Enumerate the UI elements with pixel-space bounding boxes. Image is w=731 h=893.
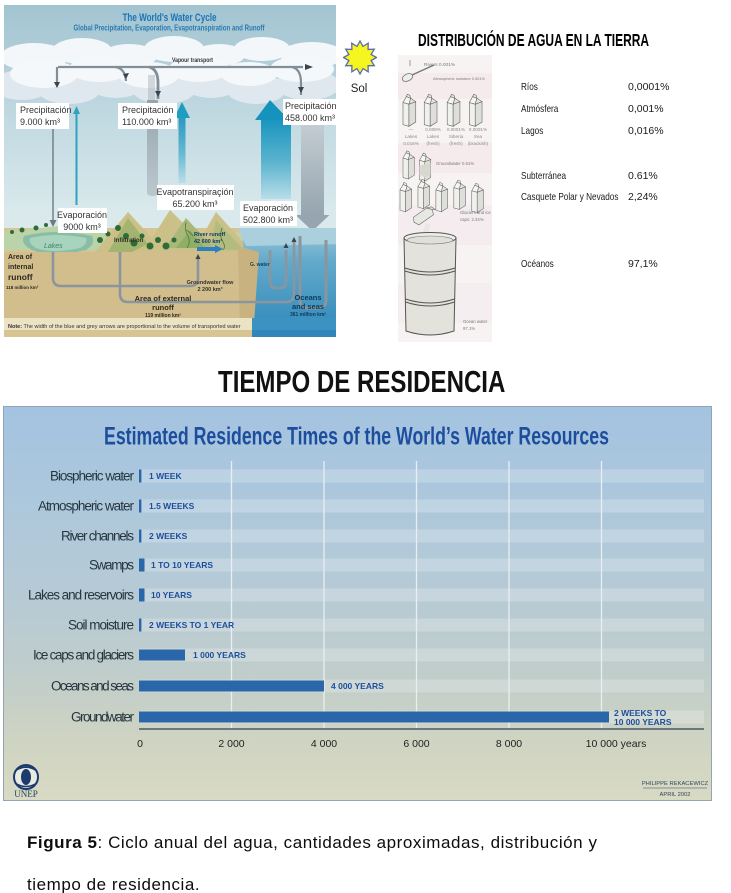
svg-text:42 600 km³: 42 600 km³ <box>194 238 222 245</box>
svg-text:Precipitación: Precipitación <box>285 101 336 111</box>
svg-text:Lakes: Lakes <box>44 243 63 250</box>
svg-text:Global Precipitation, Evaporat: Global Precipitation, Evaporation, Evapo… <box>74 23 265 33</box>
svg-text:—: — <box>409 127 414 132</box>
svg-text:APRIL 2002: APRIL 2002 <box>659 792 690 798</box>
svg-text:Sea: Sea <box>474 134 483 139</box>
svg-text:2 200 km³: 2 200 km³ <box>197 286 222 293</box>
svg-text:10 000 YEARS: 10 000 YEARS <box>614 717 672 727</box>
svg-text:PHILIPPE REKACEWICZ: PHILIPPE REKACEWICZ <box>642 781 709 787</box>
svg-text:Ice caps and glaciers: Ice caps and glaciers <box>33 648 134 663</box>
svg-text:6 000: 6 000 <box>403 738 429 750</box>
svg-text:Soil moisture: Soil moisture <box>68 618 134 633</box>
svg-text:0.009%: 0.009% <box>425 127 441 132</box>
svg-text:10 YEARS: 10 YEARS <box>151 590 192 600</box>
svg-text:Swamps: Swamps <box>89 558 134 573</box>
svg-text:1 TO 10 YEARS: 1 TO 10 YEARS <box>151 560 213 570</box>
svg-text:1 WEEK: 1 WEEK <box>149 471 182 481</box>
svg-text:runoff: runoff <box>152 303 174 312</box>
svg-text:Rivers 0.001%: Rivers 0.001% <box>424 62 456 68</box>
svg-text:8 000: 8 000 <box>496 738 522 750</box>
svg-text:River channels: River channels <box>61 529 134 544</box>
svg-text:118 million km²: 118 million km² <box>6 285 39 290</box>
svg-text:The World's Water Cycle: The World's Water Cycle <box>123 12 217 24</box>
svg-text:Siberia: Siberia <box>449 134 464 139</box>
svg-text:110.000 km³: 110.000 km³ <box>122 117 171 127</box>
svg-text:runoff: runoff <box>8 272 33 282</box>
svg-text:Note: The width of the blue an: Note: The width of the blue and grey arr… <box>8 324 241 330</box>
svg-text:Atmospheric water: Atmospheric water <box>38 499 135 514</box>
svg-text:Lakes: Lakes <box>405 134 418 139</box>
svg-text:Glaciers and ice: Glaciers and ice <box>460 210 491 215</box>
svg-text:4 000 YEARS: 4 000 YEARS <box>331 681 384 691</box>
svg-text:119 million km²: 119 million km² <box>145 313 181 319</box>
svg-text:Vapour transport: Vapour transport <box>172 57 213 64</box>
svg-text:Biospheric water: Biospheric water <box>50 469 135 484</box>
svg-text:0.016%: 0.016% <box>403 141 419 146</box>
svg-text:Evaporación: Evaporación <box>243 203 293 213</box>
svg-text:0.0001%: 0.0001% <box>469 127 487 132</box>
svg-text:9000 km³: 9000 km³ <box>63 222 101 232</box>
svg-text:Atmospheric moisture 0.001%: Atmospheric moisture 0.001% <box>433 76 485 81</box>
svg-text:2 WEEKS TO: 2 WEEKS TO <box>614 708 667 718</box>
svg-text:(fresh): (fresh) <box>426 141 440 146</box>
svg-text:Oceans and seas: Oceans and seas <box>51 679 134 694</box>
svg-text:Groundwater: Groundwater <box>71 710 135 725</box>
svg-text:Groundwater 0.61%: Groundwater 0.61% <box>436 161 474 166</box>
svg-text:Area of: Area of <box>8 254 33 261</box>
svg-text:9.000 km³: 9.000 km³ <box>20 117 60 127</box>
svg-text:G. water: G. water <box>250 262 270 268</box>
svg-text:and seas: and seas <box>292 302 324 311</box>
svg-text:Evaporación: Evaporación <box>57 210 107 220</box>
svg-text:UNEP: UNEP <box>14 789 38 799</box>
svg-text:Estimated Residence Times of t: Estimated Residence Times of the World’s… <box>104 423 609 451</box>
svg-text:Lakes and reservoirs: Lakes and reservoirs <box>28 588 134 603</box>
svg-text:Precipitación: Precipitación <box>20 105 72 115</box>
svg-text:2 000: 2 000 <box>218 738 244 750</box>
svg-text:361 million km²: 361 million km² <box>290 312 326 318</box>
svg-text:97.1%: 97.1% <box>463 326 475 331</box>
svg-text:Lakes: Lakes <box>427 134 440 139</box>
svg-text:Groundwater flow: Groundwater flow <box>187 280 234 286</box>
svg-text:Area of external: Area of external <box>135 294 192 303</box>
svg-text:Infiltration: Infiltration <box>114 238 144 244</box>
svg-text:(fresh): (fresh) <box>449 141 463 146</box>
svg-text:4 000: 4 000 <box>311 738 337 750</box>
svg-text:Oceans: Oceans <box>294 293 321 302</box>
svg-text:10 000 years: 10 000 years <box>586 738 647 750</box>
svg-text:Precipitación: Precipitación <box>122 105 174 115</box>
svg-text:502.800 km³: 502.800 km³ <box>243 215 293 225</box>
svg-text:internal: internal <box>8 264 33 271</box>
svg-text:458.000 km³: 458.000 km³ <box>285 113 335 123</box>
svg-text:65.200 km³: 65.200 km³ <box>172 199 217 209</box>
svg-text:(brackish): (brackish) <box>468 141 489 146</box>
svg-text:1 000 YEARS: 1 000 YEARS <box>193 650 246 660</box>
svg-text:River runoff: River runoff <box>194 232 225 238</box>
svg-text:caps: 2.34%: caps: 2.34% <box>460 217 484 222</box>
svg-text:0.0001%: 0.0001% <box>447 127 465 132</box>
svg-text:2 WEEKS TO 1 YEAR: 2 WEEKS TO 1 YEAR <box>149 620 234 630</box>
svg-text:0: 0 <box>137 738 143 750</box>
svg-text:Ocean water: Ocean water <box>463 319 488 324</box>
svg-text:2 WEEKS: 2 WEEKS <box>149 531 188 541</box>
svg-text:1.5 WEEKS: 1.5 WEEKS <box>149 501 195 511</box>
svg-text:Evapotranspiraçión: Evapotranspiraçión <box>156 187 233 197</box>
